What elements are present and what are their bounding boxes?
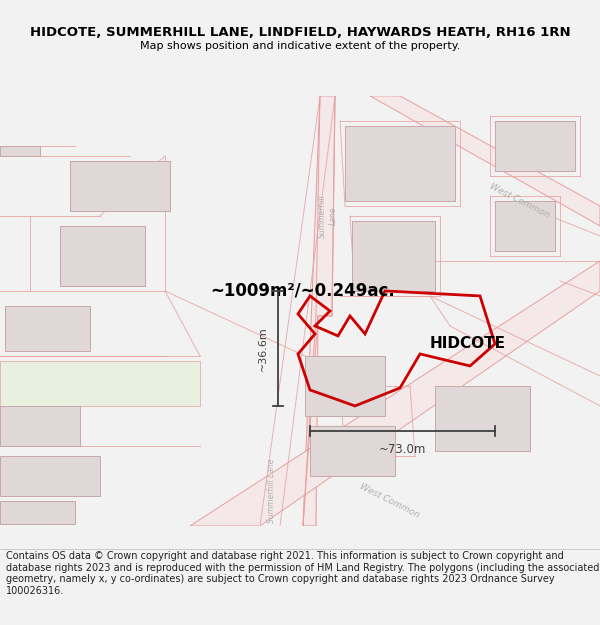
Text: Contains OS data © Crown copyright and database right 2021. This information is : Contains OS data © Crown copyright and d… — [6, 551, 599, 596]
Polygon shape — [0, 146, 40, 156]
Text: Summerhill
Lane: Summerhill Lane — [319, 194, 338, 238]
Text: ~36.6m: ~36.6m — [258, 326, 268, 371]
Text: ~1009m²/~0.249ac.: ~1009m²/~0.249ac. — [210, 282, 395, 300]
Polygon shape — [5, 306, 90, 351]
Polygon shape — [345, 126, 455, 201]
Text: Map shows position and indicative extent of the property.: Map shows position and indicative extent… — [140, 41, 460, 51]
Polygon shape — [190, 261, 600, 526]
Polygon shape — [303, 96, 335, 526]
Polygon shape — [310, 426, 395, 476]
Text: HIDCOTE: HIDCOTE — [430, 336, 506, 351]
Polygon shape — [70, 161, 170, 211]
Polygon shape — [352, 221, 435, 291]
Polygon shape — [0, 406, 80, 446]
Polygon shape — [0, 361, 200, 406]
Polygon shape — [305, 356, 385, 416]
Polygon shape — [370, 96, 600, 226]
Text: Summerhill Lane: Summerhill Lane — [268, 459, 277, 523]
Text: ~73.0m: ~73.0m — [379, 443, 426, 456]
Polygon shape — [495, 121, 575, 171]
Text: HIDCOTE, SUMMERHILL LANE, LINDFIELD, HAYWARDS HEATH, RH16 1RN: HIDCOTE, SUMMERHILL LANE, LINDFIELD, HAY… — [29, 26, 571, 39]
Polygon shape — [60, 226, 145, 286]
Polygon shape — [495, 201, 555, 251]
Polygon shape — [0, 501, 75, 524]
Text: West Common: West Common — [359, 482, 421, 520]
Text: West Common: West Common — [488, 182, 551, 220]
Polygon shape — [0, 456, 100, 496]
Polygon shape — [435, 386, 530, 451]
